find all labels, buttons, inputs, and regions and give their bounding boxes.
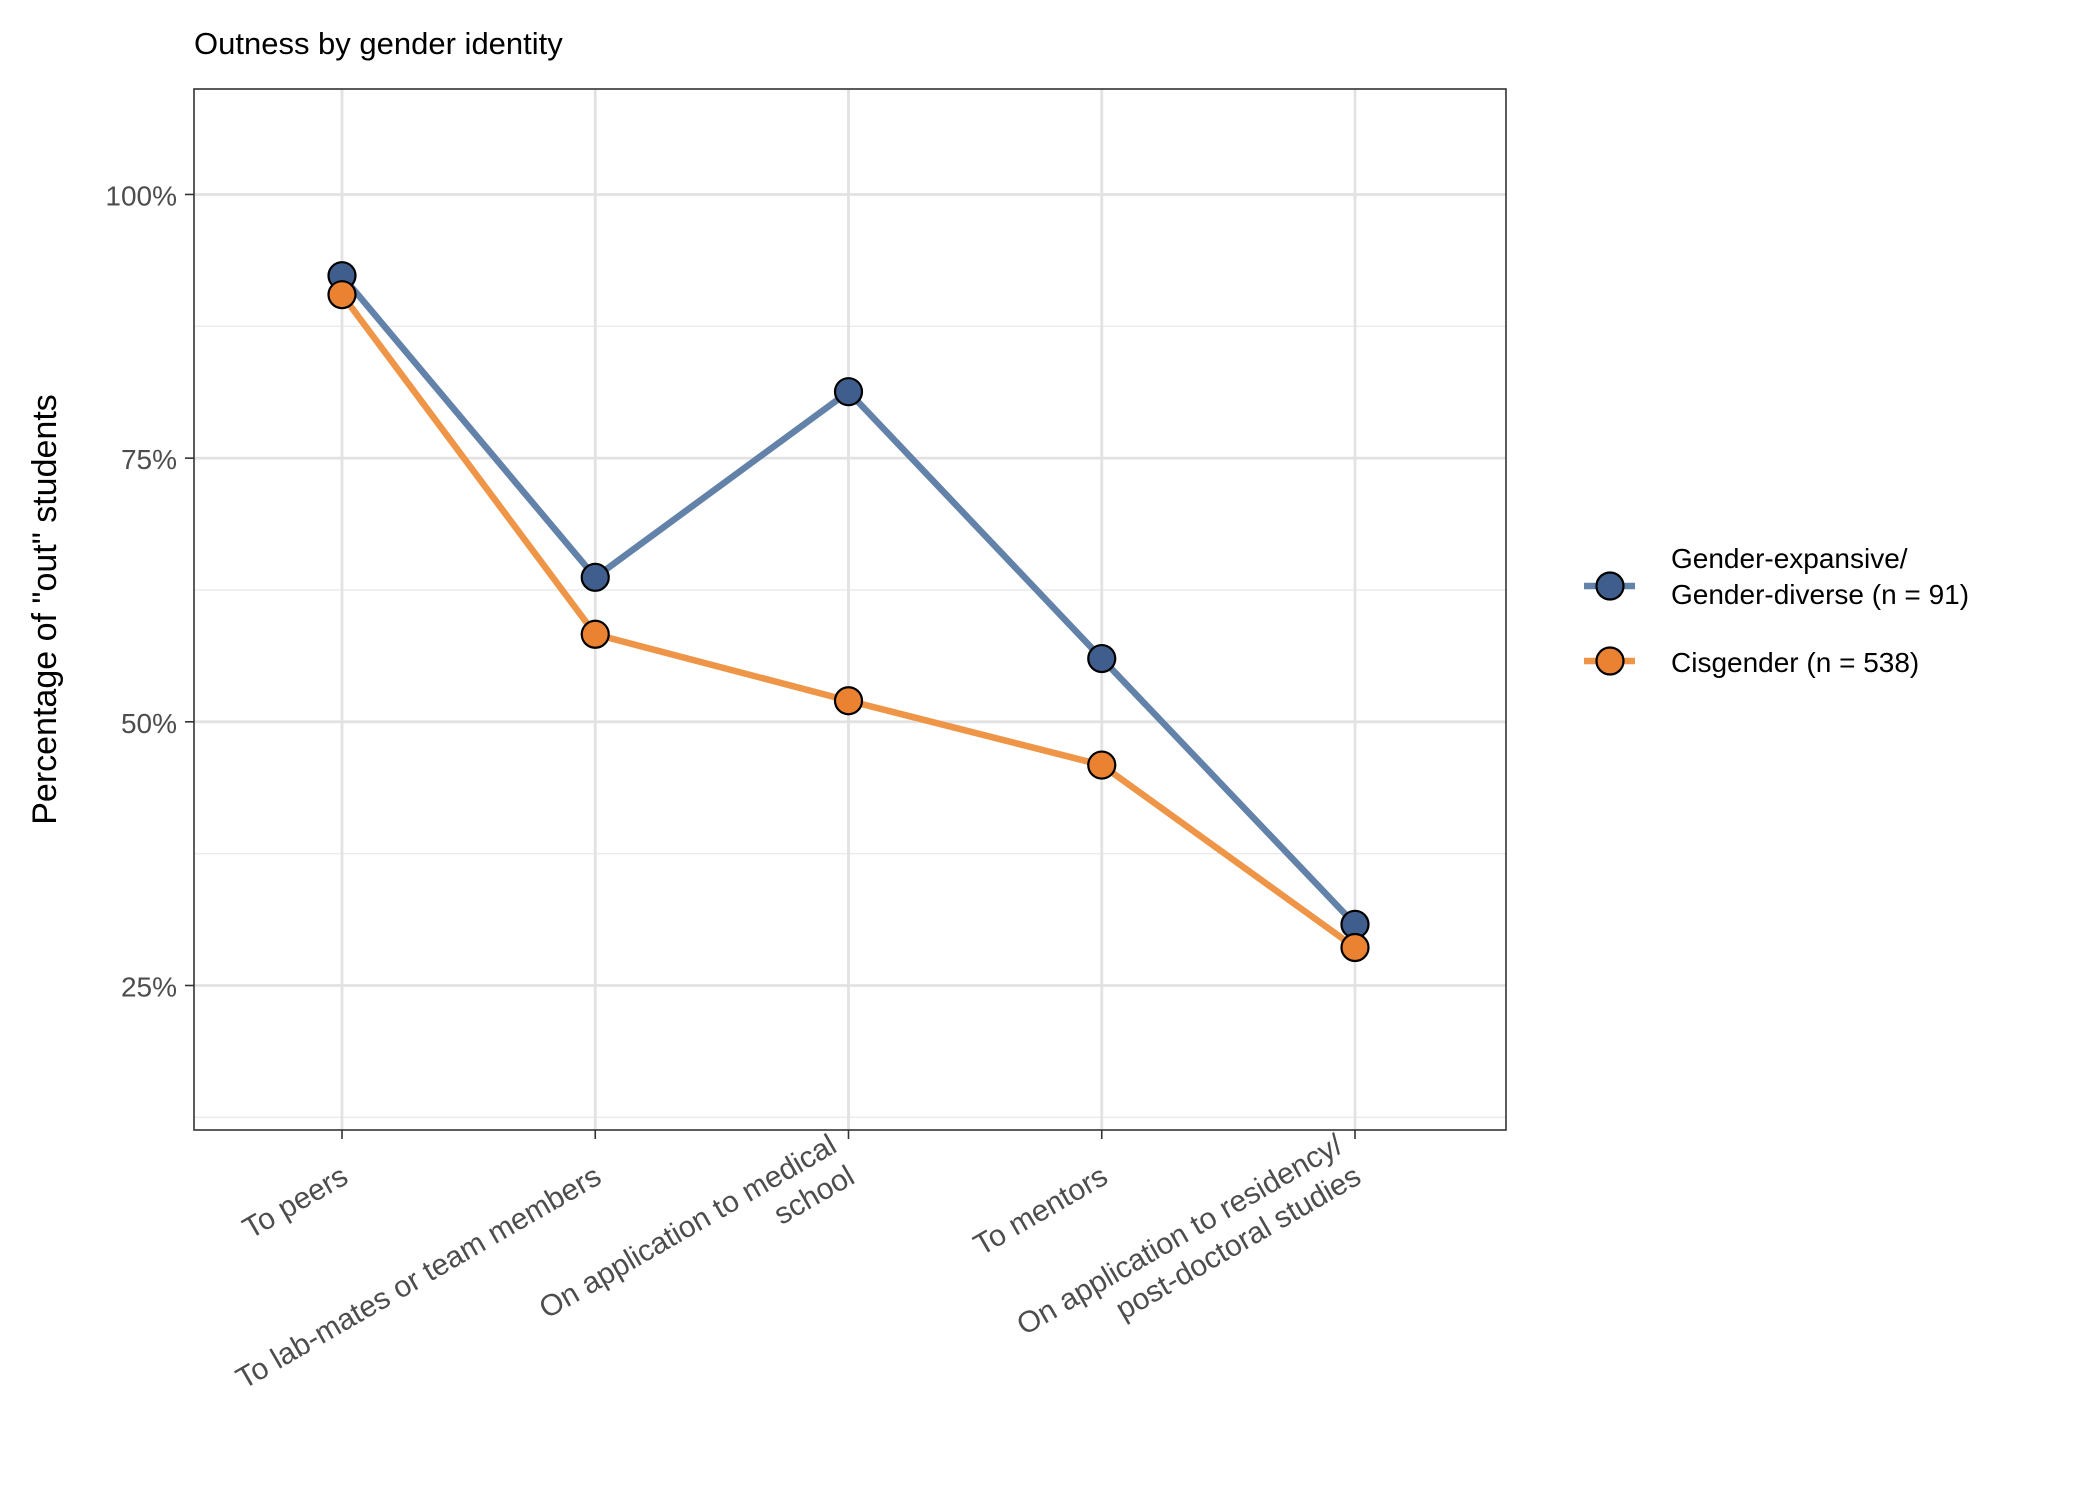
grid [194, 89, 1506, 1130]
legend-label: Cisgender (n = 538) [1671, 647, 1919, 678]
chart-title: Outness by gender identity [194, 26, 563, 61]
data-point [1087, 750, 1117, 780]
y-tick-label: 75% [121, 444, 177, 475]
y-tick-label: 25% [121, 972, 177, 1003]
legend-key-point [1595, 646, 1625, 676]
data-point [580, 562, 610, 592]
x-tick-label: On application to residency/post-doctora… [1011, 1128, 1367, 1373]
x-tick-label: On application to medicalschool [534, 1128, 860, 1356]
data-point [580, 619, 610, 649]
x-tick-label: To peers [237, 1159, 353, 1245]
data-point [1087, 643, 1117, 674]
data-point [327, 280, 357, 310]
y-tick-label: 50% [121, 708, 177, 739]
legend-label: Gender-expansive/Gender-diverse (n = 91) [1671, 543, 1969, 610]
legend-key-point [1595, 571, 1625, 601]
y-tick-label: 100% [105, 180, 177, 211]
data-point [833, 377, 864, 407]
y-axis: 25% 50% 75% 100% [105, 180, 194, 1003]
data-point [833, 686, 864, 716]
y-axis-title: Percentage of "out" students [26, 394, 64, 825]
series-points [327, 261, 1370, 963]
plot-panel-border [193, 88, 1507, 1131]
legend: Gender-expansive/Gender-diverse (n = 91)… [1584, 543, 1969, 678]
data-point [1340, 932, 1370, 963]
x-tick-label: To mentors [968, 1159, 1113, 1262]
